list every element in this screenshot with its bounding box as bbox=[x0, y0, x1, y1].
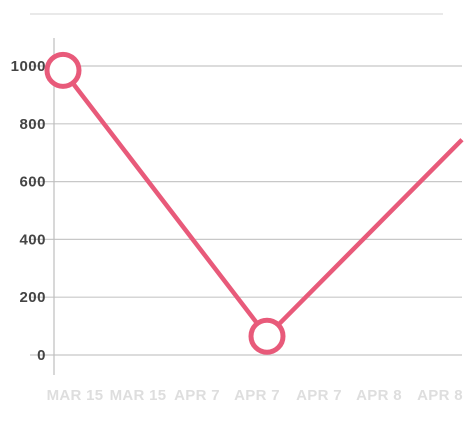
x-tick-label: MAR 15 bbox=[47, 387, 104, 404]
data-point-marker bbox=[44, 51, 82, 89]
y-tick-label: 800 bbox=[19, 116, 46, 133]
x-tick-label: APR 7 bbox=[174, 387, 220, 404]
y-tick-label: 400 bbox=[19, 231, 46, 248]
y-tick-label: 1000 bbox=[11, 58, 46, 75]
x-tick-label: APR 8 bbox=[417, 387, 463, 404]
y-tick-label: 200 bbox=[19, 289, 46, 306]
series-line bbox=[61, 68, 464, 339]
x-tick-label: APR 8 bbox=[356, 387, 402, 404]
y-tick-label: 0 bbox=[37, 347, 46, 364]
y-tick-label: 600 bbox=[19, 174, 46, 191]
x-tick-label: APR 7 bbox=[234, 387, 280, 404]
data-point-marker bbox=[248, 317, 286, 355]
x-tick-label: APR 7 bbox=[296, 387, 342, 404]
x-tick-label: MAR 15 bbox=[110, 387, 167, 404]
